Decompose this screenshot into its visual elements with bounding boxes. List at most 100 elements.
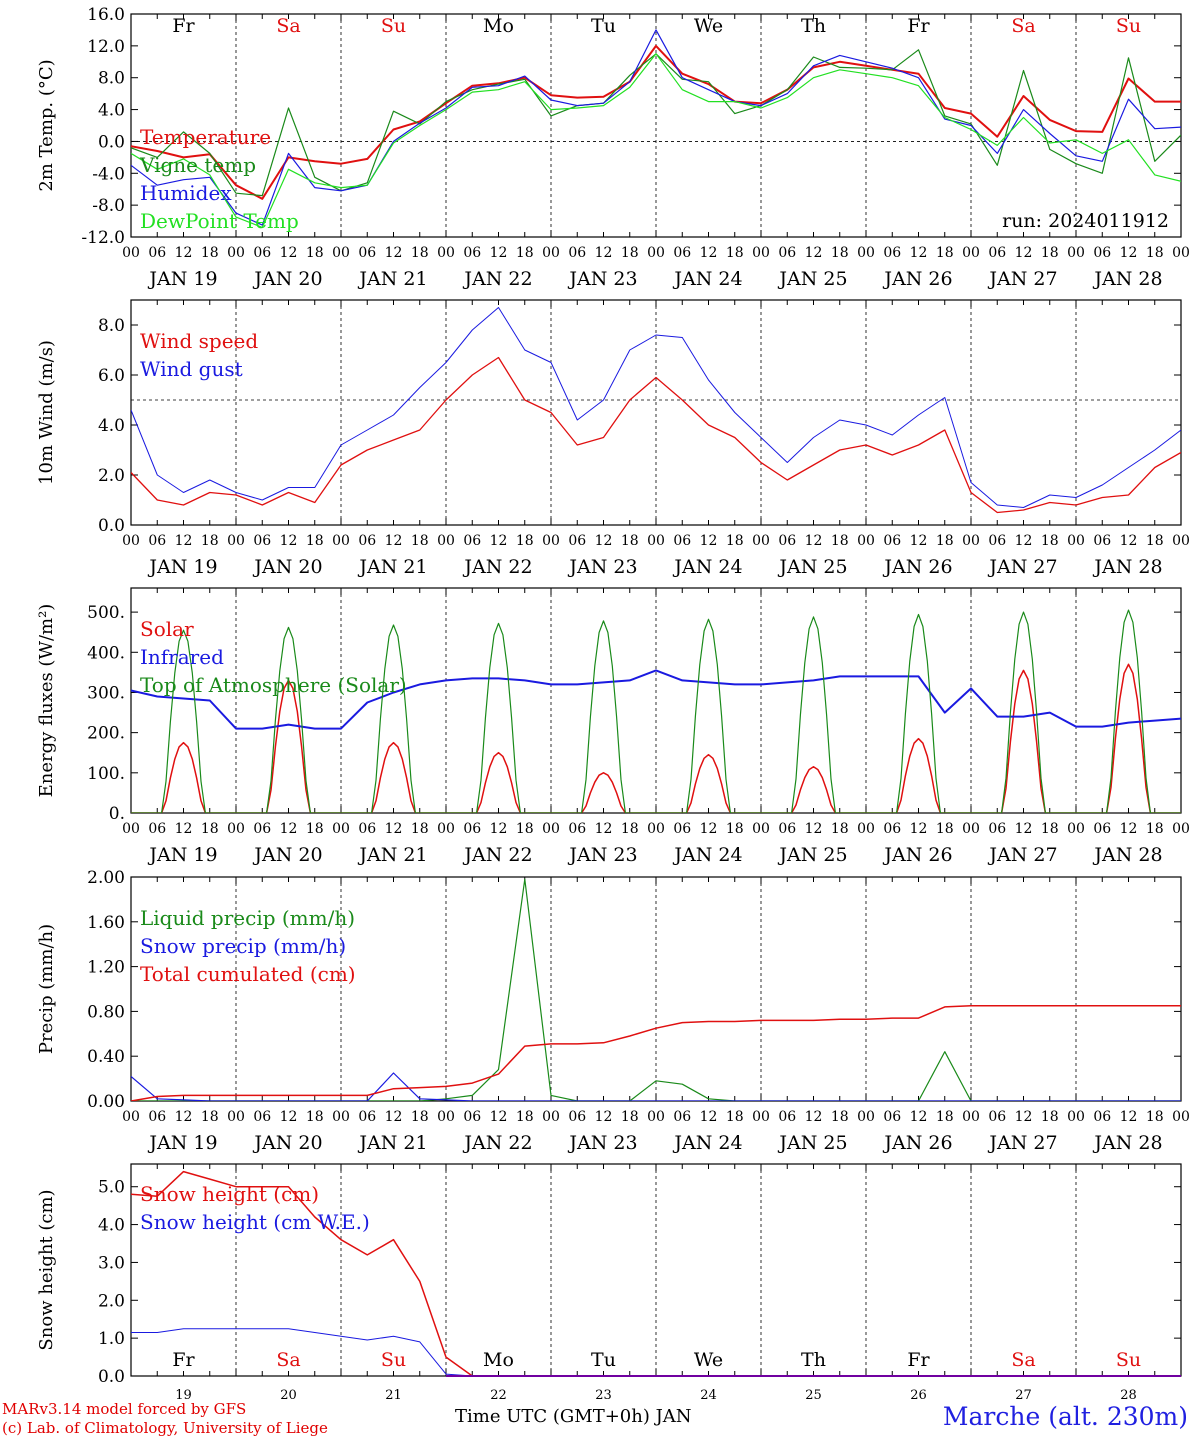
hour-tick-label: 12 [385,245,403,261]
hour-tick-label: 06 [358,533,376,549]
y-tick-label: 0.00 [87,1092,125,1112]
date-label: JAN 22 [462,556,532,578]
weekday-label: Mo [483,1349,514,1371]
legend-entry: Wind speed [140,329,258,353]
hour-tick-label: 18 [726,1109,744,1125]
hour-tick-label: 00 [542,821,560,837]
hour-tick-label: 00 [437,533,455,549]
y-tick-label: 2.00 [87,868,125,888]
hour-tick-label: 12 [595,533,613,549]
y-tick-label: 1.20 [87,958,125,978]
hour-tick-label: 00 [542,245,560,261]
hour-tick-label: 12 [175,1109,193,1125]
hour-tick-label: 12 [1015,245,1033,261]
hour-tick-label: 12 [280,1109,298,1125]
day-number-label: 20 [280,1388,297,1403]
date-label: JAN 24 [672,844,742,866]
hour-tick-label: 06 [778,821,796,837]
hour-tick-label: 00 [227,1109,245,1125]
series-line-snow-height-cm- [131,1170,1181,1376]
date-label: JAN 19 [147,556,217,578]
series-line-solar [131,663,1181,813]
date-label: JAN 21 [357,268,427,290]
y-tick-label: 8.0 [98,69,125,89]
hour-tick-label: 12 [385,821,403,837]
y-tick-label: 0. [109,804,125,824]
weekday-label: Mo [483,15,514,37]
y-tick-label: 0.80 [87,1002,125,1022]
x-axis-title: Time UTC (GMT+0h) JAN [455,1406,692,1427]
date-label: JAN 19 [147,268,217,290]
hour-tick-label: 00 [437,245,455,261]
hour-tick-label: 18 [411,1109,429,1125]
hour-tick-label: 06 [148,821,166,837]
y-axis-label: 2m Temp. (°C) [36,59,57,191]
hour-tick-label: 00 [122,1109,140,1125]
hour-tick-label: 18 [306,1109,324,1125]
day-number-label: 28 [1120,1388,1137,1403]
date-label: JAN 24 [672,268,742,290]
hour-tick-label: 18 [516,821,534,837]
hour-tick-label: 00 [227,821,245,837]
hour-tick-label: 06 [988,1109,1006,1125]
hour-tick-label: 06 [673,533,691,549]
panel-precip: 2.00 1.60 1.20 0.80 0.40 0.00 Precip (mm/h) 00 0… [36,868,1190,1154]
legend-entry: Temperature [140,125,271,149]
date-label: JAN 22 [462,268,532,290]
model-credit-line1: MARv3.14 model forced by GFS [2,1400,247,1418]
panel-wind: 8.0 6.0 4.0 2.0 0.0 10m Wind (m/s) 00 06 12 18 00 0… [36,299,1190,578]
weekday-label: Sa [1011,1349,1035,1371]
hour-tick-label: 18 [831,245,849,261]
hour-tick-label: 18 [1041,1109,1059,1125]
hour-tick-label: 00 [542,533,560,549]
day-number-label: 23 [595,1388,612,1403]
hour-tick-label: 06 [778,533,796,549]
hour-tick-label: 18 [1146,821,1164,837]
date-label: JAN 19 [147,844,217,866]
hour-tick-label: 18 [201,245,219,261]
hour-tick-label: 12 [280,245,298,261]
hour-tick-label: 18 [411,245,429,261]
hour-tick-label: 12 [910,245,928,261]
hour-tick-label: 18 [621,245,639,261]
day-number-label: 26 [910,1388,927,1403]
y-tick-label: 12.0 [87,37,125,57]
legend-entry: DewPoint Temp [140,209,299,233]
plot-frame [130,587,1182,814]
date-label: JAN 26 [882,844,952,866]
hour-tick-label: 18 [1041,821,1059,837]
hour-tick-label: 00 [752,533,770,549]
series-line-infrared [131,669,1181,730]
hour-tick-label: 18 [411,533,429,549]
hour-tick-label: 12 [805,821,823,837]
weekday-label: Fr [907,1349,930,1371]
date-label: JAN 20 [252,556,322,578]
hour-tick-label: 12 [385,1109,403,1125]
day-number-label: 25 [805,1388,822,1403]
legend-entry: Solar [140,617,194,641]
hour-tick-label: 18 [306,821,324,837]
hour-tick-label: 06 [988,821,1006,837]
hour-tick-label: 00 [752,1109,770,1125]
hour-tick-label: 12 [175,533,193,549]
series-line-dewpoint-temp [131,53,1181,228]
legend-entry: Humidex [140,181,232,205]
hour-tick-label: 06 [988,245,1006,261]
hour-tick-label: 00 [857,821,875,837]
weekday-label: Fr [907,15,930,37]
y-tick-label: 6.0 [98,366,125,386]
legend-entry: Wind gust [140,357,243,381]
y-tick-label: 2.0 [98,1291,125,1311]
hour-tick-label: 12 [700,533,718,549]
hour-tick-label: 18 [516,245,534,261]
hour-tick-label: 12 [490,245,508,261]
hour-tick-label: 18 [516,1109,534,1125]
date-label: JAN 22 [462,1132,532,1154]
station-name: Marche (alt. 230m) [942,1402,1188,1431]
weekday-label: Th [801,15,826,37]
hour-tick-label: 06 [463,1109,481,1125]
hour-tick-label: 06 [358,1109,376,1125]
hour-tick-label: 12 [595,821,613,837]
hour-tick-label: 00 [857,533,875,549]
